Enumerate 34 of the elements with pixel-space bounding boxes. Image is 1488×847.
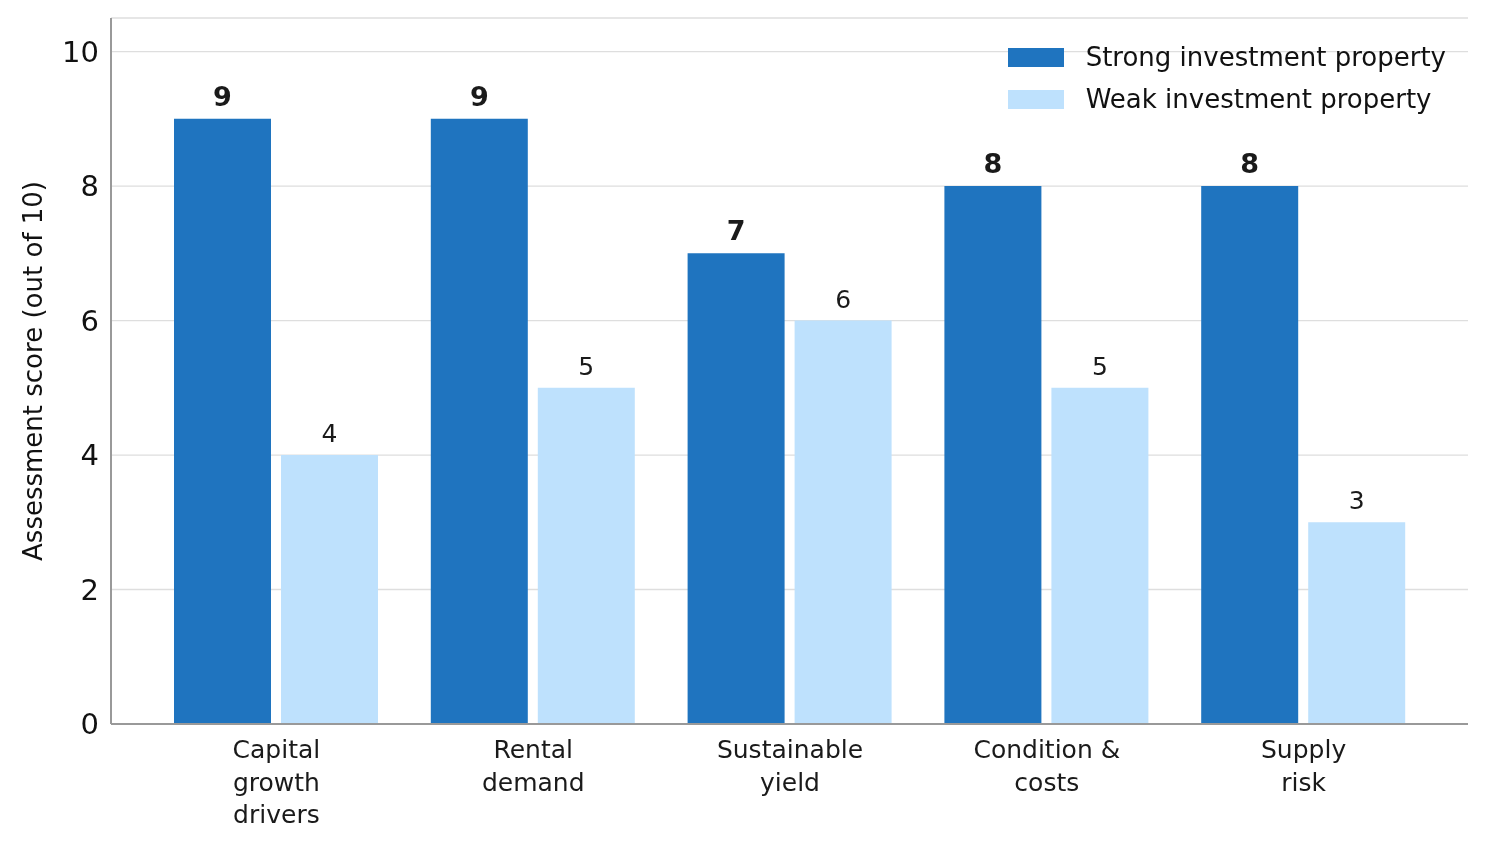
x-tick-label: Sustainable yield — [716, 735, 864, 797]
bar — [430, 118, 528, 724]
data-label: 5 — [1091, 351, 1108, 381]
data-label: 8 — [983, 148, 1003, 180]
y-tick-label: 0 — [80, 707, 99, 742]
x-tick-label: Condition & costs — [973, 735, 1121, 797]
y-axis-title: Assessment score (out of 10) — [18, 181, 48, 561]
x-tick-label: Rental demand — [481, 735, 585, 797]
x-tick-label: Supply risk — [1261, 735, 1347, 797]
data-label: 9 — [469, 80, 489, 112]
data-label: 3 — [1348, 486, 1365, 516]
bar — [687, 253, 785, 724]
bar — [1051, 387, 1149, 724]
data-label: 5 — [578, 351, 595, 381]
bar — [281, 455, 378, 724]
data-label: 7 — [726, 215, 746, 247]
y-tick-label: 6 — [80, 303, 99, 338]
bar — [944, 186, 1042, 724]
data-label: 8 — [1240, 148, 1260, 180]
y-tick-label: 8 — [80, 169, 99, 204]
bar — [537, 387, 635, 724]
x-tick-label: Capital growth drivers — [232, 735, 321, 829]
data-label: 6 — [835, 284, 852, 314]
bar — [1201, 186, 1299, 724]
legend-label: Weak investment property — [1085, 84, 1432, 114]
y-tick-label: 2 — [80, 572, 99, 607]
bar — [1308, 522, 1406, 724]
legend-label: Strong investment property — [1085, 42, 1446, 72]
y-tick-label: 4 — [80, 438, 99, 473]
bar — [794, 320, 892, 724]
data-label: 4 — [321, 419, 338, 449]
y-tick-label: 10 — [62, 34, 99, 69]
bar — [174, 118, 271, 724]
data-label: 9 — [213, 80, 232, 112]
